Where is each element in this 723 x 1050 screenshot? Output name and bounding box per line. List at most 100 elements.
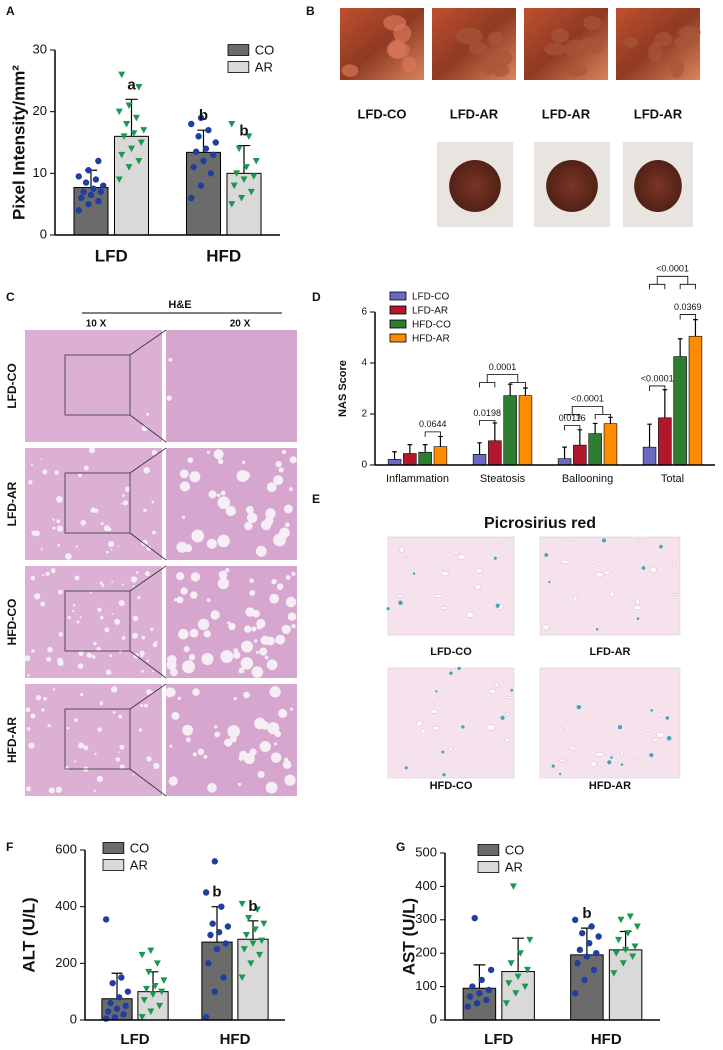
liver [634,160,682,212]
vacuole [130,576,138,583]
collagen [610,756,613,759]
photo-label: LFD-AR [542,106,591,121]
vacuole [46,656,52,662]
bar [557,458,572,466]
row-label: HFD-AR [5,717,19,763]
vacuole [125,486,131,492]
data-point [130,130,138,137]
vacuole [285,575,291,580]
vacuole [143,467,150,474]
vacuole [119,744,125,750]
vacuole [218,458,224,465]
vacuole [108,541,115,548]
collagen [398,600,403,606]
vacuole [47,646,53,653]
legend-swatch [102,842,125,854]
error-bar [422,444,428,453]
p-value-label: 0.0001 [489,362,517,372]
vacuole [100,521,104,525]
data-point [247,188,255,196]
data-point [581,976,588,984]
row-label: LFD-CO [5,363,19,408]
vacuole [45,571,50,576]
y-axis-label: Pixel Intensity/mm² [9,65,28,220]
vessel [475,567,483,574]
data-point [514,973,522,981]
bar [488,440,502,466]
bar [688,335,703,466]
data-point [469,983,476,990]
data-point [147,947,155,955]
photo-label: LFD-AR [634,106,683,121]
vacuole [42,469,48,475]
vacuole [284,774,296,786]
data-point [124,988,132,995]
bracket [479,374,526,388]
vessel [635,598,640,605]
data-point [202,145,210,152]
vacuole [180,587,188,595]
vacuole [28,742,35,749]
photo-detail [648,42,663,64]
data-point [215,928,223,936]
vacuole [214,725,218,729]
vacuole [166,659,177,671]
vacuole [111,580,114,583]
vacuole [96,647,101,652]
vacuole [256,618,266,629]
photo-label: LFD-CO [357,106,406,121]
photo-detail [583,15,602,31]
data-point [610,970,618,977]
data-point [135,84,143,91]
data-point [624,930,632,937]
x-tick-label: Inflammation [386,473,449,485]
data-point [75,173,82,180]
vacuole [241,470,251,480]
micrograph [387,536,515,636]
vacuole [243,691,250,699]
vacuole [178,628,189,640]
data-point [115,108,123,116]
collagen [442,773,446,777]
vacuole [246,512,258,523]
p-value-label: 0.0198 [473,408,501,418]
vacuole [169,744,173,748]
data-point [230,182,238,190]
data-point [245,915,253,922]
error-bar [392,451,397,460]
vacuole [153,762,160,769]
vacuole [146,659,150,662]
data-point [466,993,474,1000]
zoom-box [64,354,131,416]
legend-label: LFD-AR [412,306,448,317]
vacuole [233,696,237,701]
vacuole [76,620,80,624]
legend-label: AR [505,859,523,874]
data-point [238,900,246,908]
collagen [449,671,453,675]
vessel [595,558,604,562]
vacuole [104,627,110,633]
collagen [641,566,646,570]
vacuole [143,508,147,513]
vessel [608,591,615,597]
data-point [209,920,216,927]
photo-detail [402,56,417,73]
data-point [125,102,133,109]
bar [433,446,448,466]
photo-detail [383,15,407,31]
vacuole [27,673,30,677]
data-point [115,994,123,1001]
vacuole [182,515,186,519]
vacuole [152,530,156,535]
data-point [188,194,195,202]
data-point [140,127,148,134]
data-point [238,974,246,981]
data-point [85,167,92,174]
data-point [235,145,243,153]
data-point [615,936,623,944]
photo-label: LFD-AR [450,106,499,121]
vacuole [218,570,228,580]
vacuole [255,650,260,654]
vessel [430,708,438,714]
